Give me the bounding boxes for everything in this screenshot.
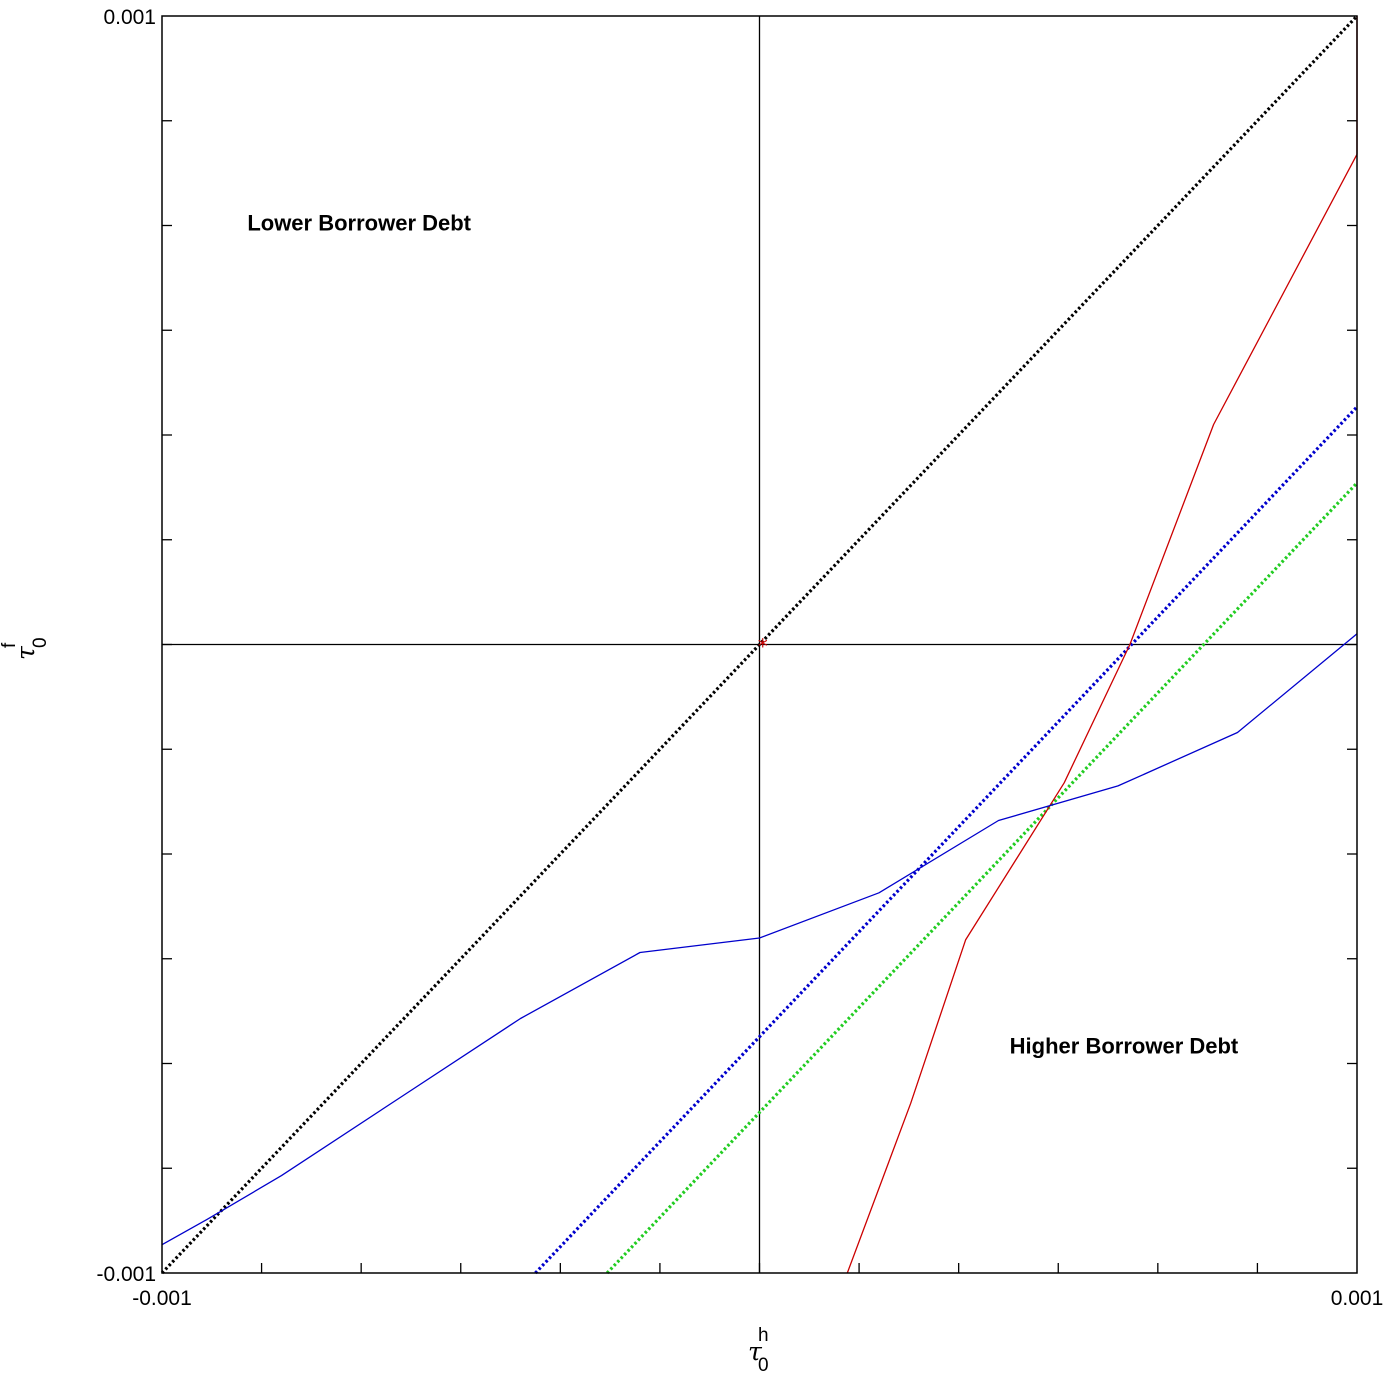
series-green-dotted-line — [605, 481, 1359, 1275]
y-axis-label-sup: f — [0, 642, 20, 648]
annotation-higher-borrower-debt: Higher Borrower Debt — [1010, 1034, 1239, 1059]
y-tick-label-min: -0.001 — [96, 1263, 156, 1286]
equilibrium-marker: * — [758, 635, 768, 659]
series-black-diagonal — [160, 14, 1359, 1275]
annotation-lower-borrower-debt: Lower Borrower Debt — [247, 210, 471, 235]
y-tick-label-max: 0.001 — [103, 6, 156, 29]
series-red-line — [846, 16, 1358, 1274]
x-axis-label-sub: 0 — [758, 1355, 769, 1374]
y-axis-label: τ f 0 — [0, 637, 51, 660]
x-tick-label-max: 0.001 — [1331, 1287, 1384, 1310]
x-axis-label-symbol: τ — [748, 1337, 763, 1366]
plot-frame — [161, 15, 1358, 1274]
y-axis-label-sub: 0 — [30, 637, 51, 648]
series-blue-curve — [161, 633, 1358, 1246]
y-axis-label-symbol: τ — [11, 645, 40, 660]
x-tick-label-min: -0.001 — [132, 1287, 192, 1310]
series-blue-dotted-line — [534, 405, 1359, 1275]
series-layer — [160, 14, 1359, 1275]
x-axis-label: τ h 0 — [748, 1325, 769, 1374]
x-axis-label-sup: h — [758, 1325, 769, 1346]
